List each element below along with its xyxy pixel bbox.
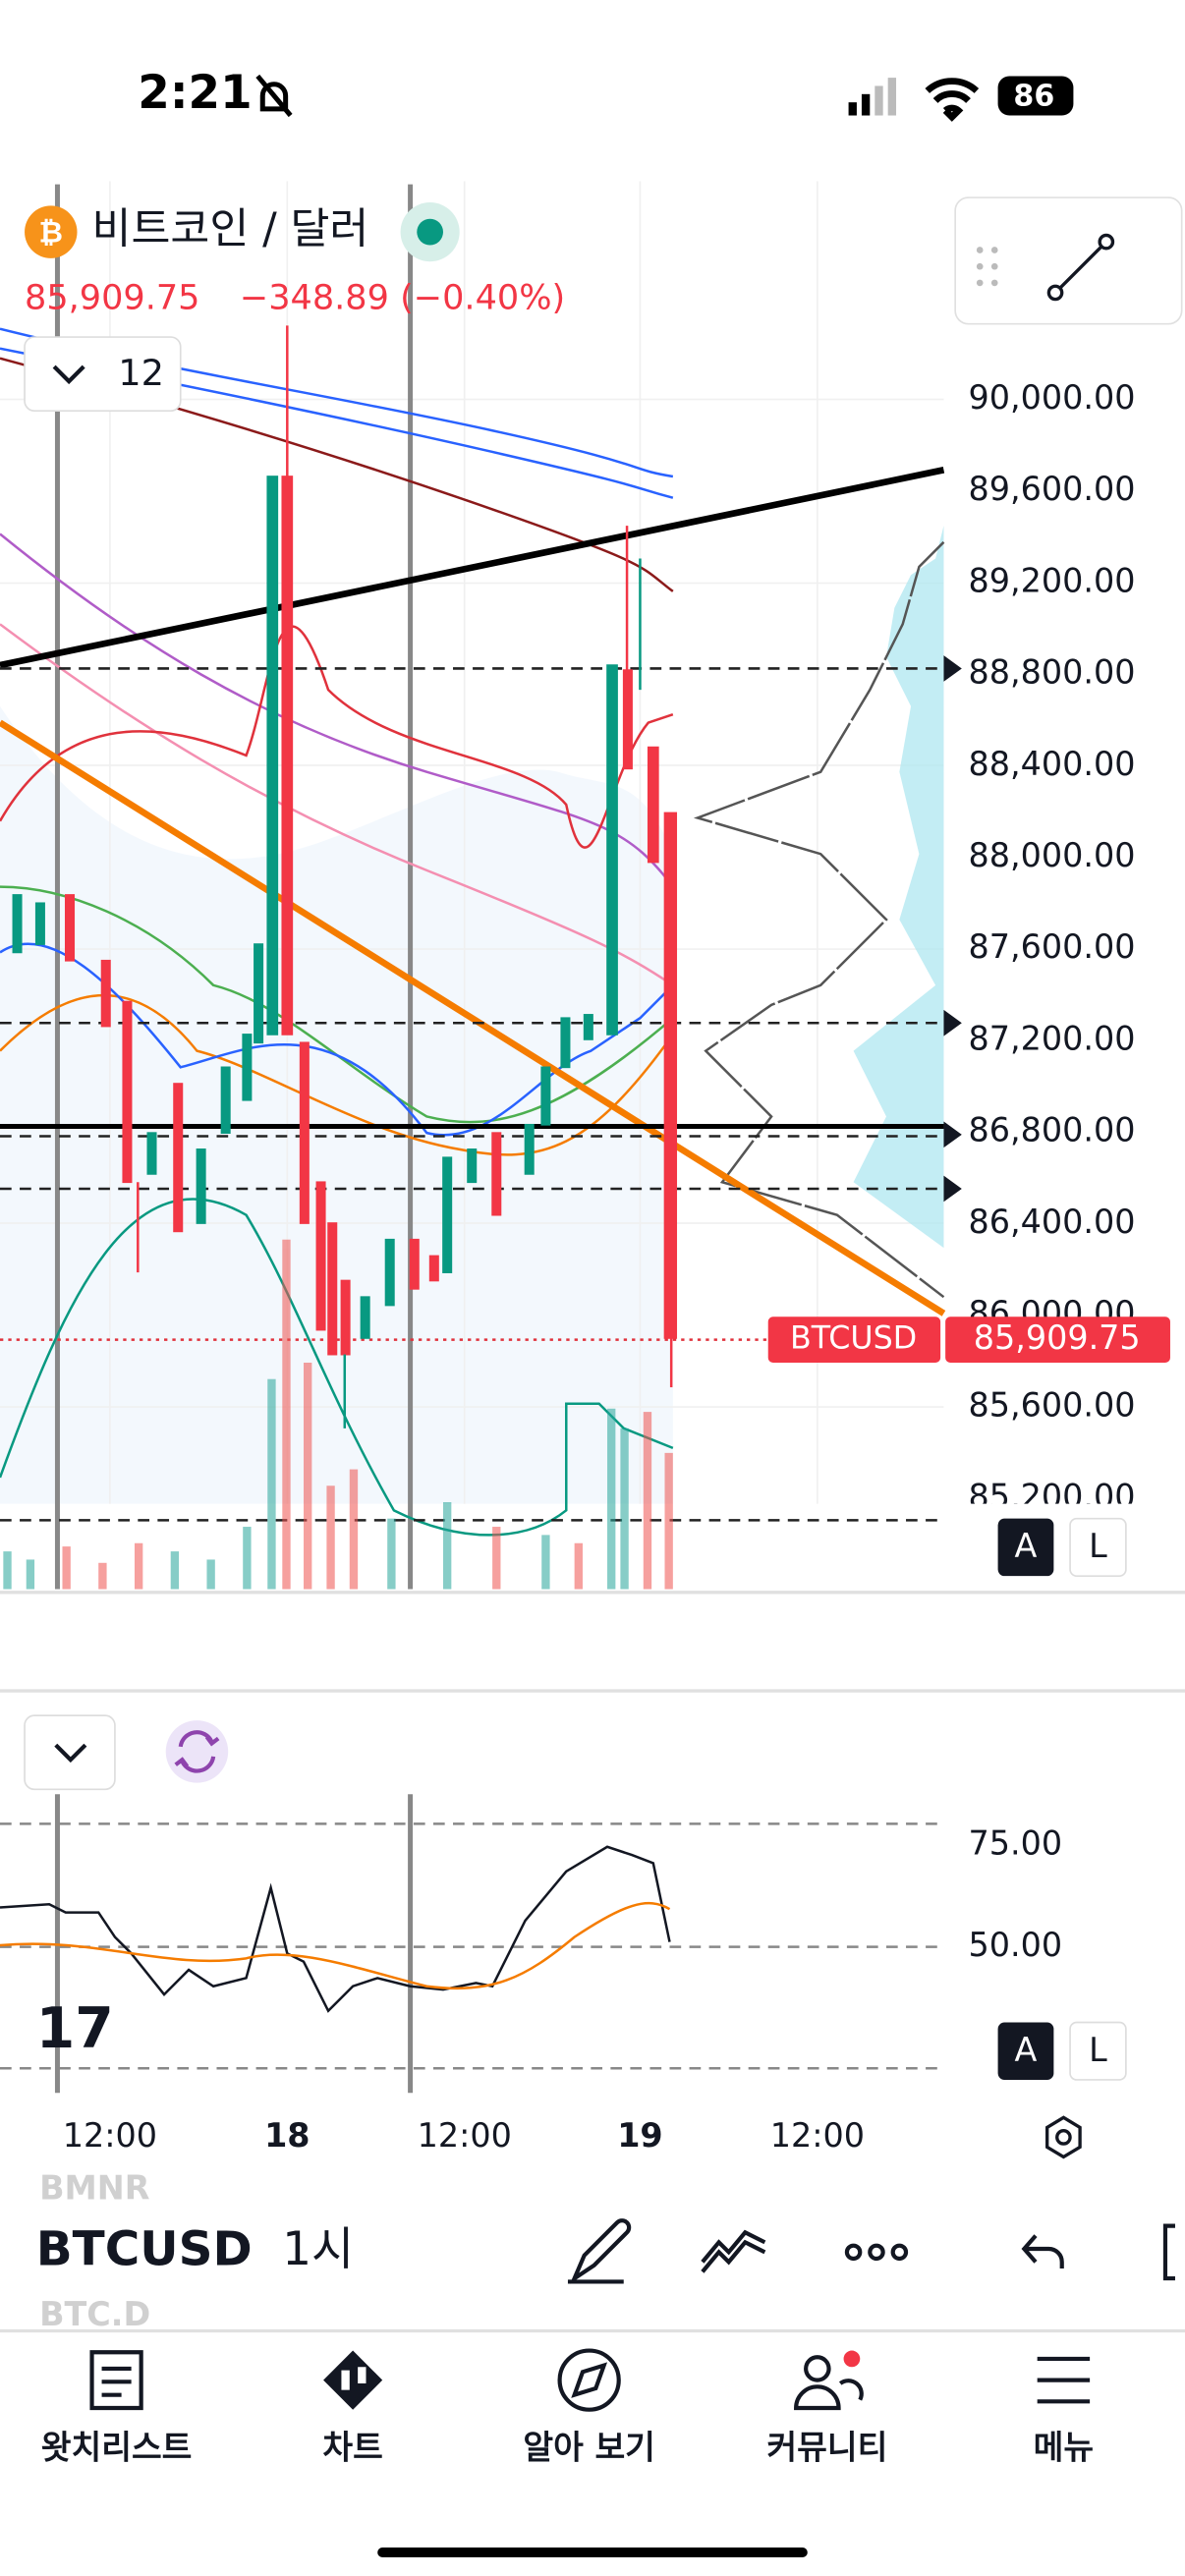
undo-button[interactable] [1021, 2234, 1064, 2269]
battery-level: 86 [1013, 80, 1054, 114]
home-indicator [377, 2548, 808, 2558]
tab-community[interactable]: 커뮤니티 [766, 2350, 887, 2467]
rsi-ma [0, 1901, 671, 1990]
tv-logo: 17 [36, 1996, 114, 2061]
ma-line [0, 532, 674, 888]
more-button[interactable] [844, 2243, 909, 2262]
coin-symbol: ₿ [39, 215, 64, 250]
indicator-count: 12 [118, 352, 164, 394]
signal-icon [848, 78, 897, 116]
mute-icon [255, 74, 293, 118]
chevron [52, 364, 85, 385]
price-axis-label: 88,000.00 [969, 836, 1136, 874]
drawing-tool-panel[interactable] [954, 196, 1183, 325]
tab-chart[interactable]: 차트 [322, 2350, 383, 2467]
interval[interactable]: 1시 [282, 2223, 354, 2276]
last-price: 85,909.75 [25, 278, 199, 318]
price-axis-label: 86,800.00 [969, 1111, 1136, 1149]
time-label: 12:00 [418, 2116, 512, 2155]
tab-label: 차트 [322, 2428, 382, 2466]
volume-profile-lines [693, 540, 945, 1299]
price-tag-text: 85,909.75 [974, 1318, 1141, 1357]
log-scale-label: L [1089, 1527, 1107, 1565]
symbol[interactable]: BTCUSD [36, 2221, 253, 2276]
status-time: 2:21 [138, 67, 252, 120]
pane-collapse[interactable] [24, 1714, 116, 1791]
wifi-icon [925, 78, 980, 122]
auto-scale-label: A [1015, 2031, 1038, 2069]
symbol-title: 비트코인 / 달러 [92, 205, 369, 254]
sync-icon [174, 1730, 220, 1773]
volume-ma [0, 1198, 674, 1537]
price-axis-label: 90,000.00 [969, 378, 1136, 417]
chevron [54, 1743, 87, 1764]
time-label: 12:00 [770, 2116, 865, 2155]
price-axis-label: 89,200.00 [969, 561, 1136, 599]
osc-axis-label: 75.00 [969, 1824, 1063, 1863]
prev-symbol[interactable]: BMNR [39, 2168, 150, 2207]
time-label: 12:00 [63, 2116, 157, 2155]
trend-line [0, 467, 945, 669]
tab-label: 알아 보기 [523, 2428, 655, 2466]
trend-line [0, 719, 946, 1316]
tab-menu[interactable]: 메뉴 [1034, 2356, 1094, 2466]
trend-line-tool [1053, 240, 1108, 295]
ma-line [0, 885, 674, 1124]
price-axis: 90,000.00 89,600.00 89,200.00 88,800.00 88,4… [969, 378, 1136, 1515]
rsi-levels [0, 1822, 944, 2070]
price-axis-label: 85,200.00 [969, 1477, 1136, 1515]
price-axis-label: 88,800.00 [969, 653, 1136, 692]
osc-axis-label: 50.00 [969, 1926, 1063, 1964]
tab-explore[interactable]: 알아 보기 [523, 2348, 655, 2467]
drag-handle [976, 247, 998, 287]
price-axis-label: 86,400.00 [969, 1203, 1136, 1241]
log-scale-button[interactable] [1069, 2021, 1127, 2081]
tab-watchlist[interactable]: 왓치리스트 [41, 2350, 193, 2466]
ma-line [0, 993, 674, 1156]
sync-button[interactable] [165, 1720, 229, 1783]
symbol-tag [767, 1316, 941, 1364]
time-label: 18 [264, 2116, 310, 2155]
auto-scale-button[interactable] [997, 2022, 1054, 2080]
market-dot [417, 218, 443, 246]
volume-bars [3, 1239, 673, 1590]
symbol-tag-text: BTCUSD [790, 1321, 917, 1357]
tab-label: 커뮤니티 [766, 2428, 887, 2466]
band-upper [0, 625, 674, 849]
auto-scale-button[interactable] [997, 1518, 1054, 1577]
price-change: −348.89 (−0.40%) [240, 278, 565, 318]
price-axis-label: 87,600.00 [969, 927, 1136, 966]
time-label: 19 [617, 2116, 662, 2155]
draw-button[interactable] [567, 2218, 632, 2284]
log-scale-button[interactable] [1069, 1517, 1127, 1577]
tab-label: 메뉴 [1034, 2428, 1094, 2466]
settings-icon[interactable] [1045, 2115, 1082, 2159]
price-axis-label: 89,600.00 [969, 470, 1136, 508]
next-symbol[interactable]: BTC.D [39, 2295, 150, 2333]
coin-icon [25, 205, 78, 258]
volume-profile [853, 526, 944, 1249]
rsi-line [0, 1845, 671, 2013]
price-tag [945, 1316, 1170, 1364]
indicator-toggle[interactable] [24, 336, 182, 413]
indicators-button[interactable] [701, 2229, 766, 2273]
price-axis-label: 85,600.00 [969, 1385, 1136, 1424]
candles [12, 325, 678, 1428]
tab-label: 왓치리스트 [41, 2428, 193, 2466]
alert-markers [943, 655, 962, 1203]
fullscreen-button[interactable] [1162, 2223, 1175, 2281]
price-axis-label: 87,200.00 [969, 1019, 1136, 1057]
ma-line [0, 942, 674, 1137]
auto-scale-label: A [1015, 1527, 1038, 1565]
log-scale-label: L [1089, 2031, 1107, 2069]
price-axis-label: 88,400.00 [969, 745, 1136, 783]
battery [997, 76, 1074, 116]
